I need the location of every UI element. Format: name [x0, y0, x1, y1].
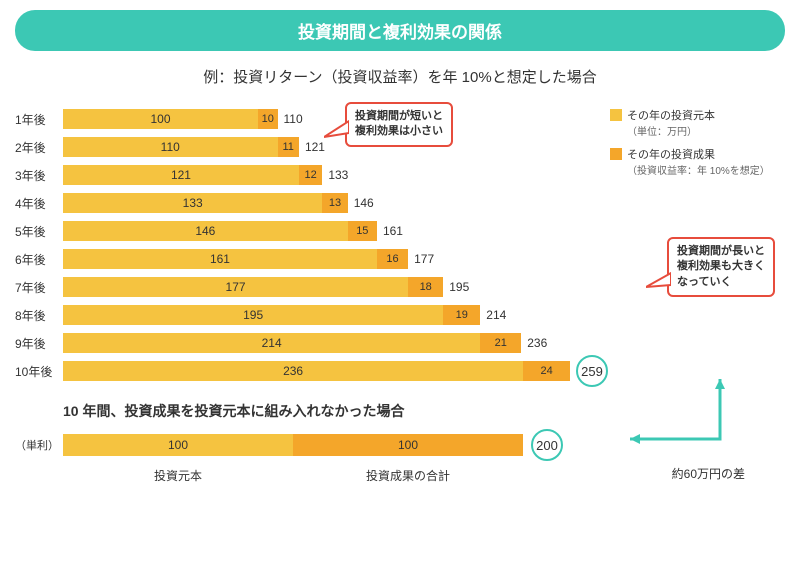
bar-principal: 121 — [63, 165, 299, 185]
bar-group: 16116 177 — [63, 249, 434, 269]
bar-group: 11011 121 — [63, 137, 325, 157]
bar-group: 17718 195 — [63, 277, 469, 297]
callout-pointer-icon — [324, 119, 349, 139]
callout-short: 投資期間が短いと 複利効果は小さい — [345, 102, 453, 147]
caption-return: 投資成果の合計 — [293, 467, 523, 484]
caption-principal: 投資元本 — [63, 467, 293, 484]
simple-interest-title: 10 年間、投資成果を投資元本に組み入れなかった場合 — [63, 401, 785, 421]
callout-line: 投資期間が長いと — [677, 244, 765, 259]
year-label: 2年後 — [15, 139, 63, 156]
year-label: 9年後 — [15, 335, 63, 352]
header-pill: 投資期間と複利効果の関係 — [15, 10, 785, 51]
simple-total: 200 — [531, 429, 563, 461]
simple-interest-row: （単利） 100 100 200 — [15, 429, 785, 461]
bar-principal: 161 — [63, 249, 377, 269]
year-label: 5年後 — [15, 223, 63, 240]
legend-item-return: その年の投資成果 （投資収益率：年 10%を想定） — [610, 146, 785, 177]
chart-row: 5年後14615 161 — [15, 219, 630, 243]
callout-pointer-icon — [646, 269, 671, 289]
bar-group: 13313 146 — [63, 193, 374, 213]
simple-captions: 投資元本 投資成果の合計 — [15, 467, 785, 484]
chart-row: 1年後10010 110 — [15, 107, 630, 131]
callout-line: 複利効果も大きく — [677, 259, 765, 274]
page-title: 投資期間と複利効果の関係 — [298, 23, 502, 42]
legend-swatch-principal — [610, 109, 622, 121]
bar-group: 19519 214 — [63, 305, 506, 325]
simple-bar-return: 100 — [293, 434, 523, 456]
bar-return: 13 — [322, 193, 347, 213]
bar-group: 23624259 — [63, 361, 608, 381]
compound-chart: 1年後100101102年後110111213年後121121334年後1331… — [15, 107, 630, 383]
main-area: 1年後100101102年後110111213年後121121334年後1331… — [15, 107, 785, 484]
legend-item-principal: その年の投資元本 （単位：万円） — [610, 107, 785, 138]
callout-line: 投資期間が短いと — [355, 109, 443, 124]
legend: その年の投資元本 （単位：万円） その年の投資成果 （投資収益率：年 10%を想… — [610, 107, 785, 185]
simple-row-label: （単利） — [15, 437, 63, 453]
total-label: 236 — [527, 336, 547, 350]
bar-principal: 236 — [63, 361, 523, 381]
bar-principal: 100 — [63, 109, 258, 129]
bar-principal: 195 — [63, 305, 443, 325]
year-label: 1年後 — [15, 111, 63, 128]
year-label: 8年後 — [15, 307, 63, 324]
bar-return: 15 — [348, 221, 377, 241]
year-label: 10年後 — [15, 363, 63, 380]
callout-long: 投資期間が長いと 複利効果も大きく なっていく — [667, 237, 775, 297]
year-label: 3年後 — [15, 167, 63, 184]
legend-sub: （単位：万円） — [627, 123, 715, 138]
total-label: 195 — [449, 280, 469, 294]
total-circle: 259 — [576, 355, 608, 387]
simple-total-circle: 200 — [531, 429, 563, 461]
bar-principal: 214 — [63, 333, 480, 353]
simple-bar-principal: 100 — [63, 434, 293, 456]
bar-principal: 133 — [63, 193, 322, 213]
bar-return: 21 — [480, 333, 521, 353]
chart-row: 7年後17718 195 — [15, 275, 630, 299]
bar-group: 14615 161 — [63, 221, 403, 241]
legend-label: その年の投資元本 — [627, 107, 715, 123]
total-label: 110 — [284, 112, 303, 126]
total-label: 214 — [486, 308, 506, 322]
bar-group: 12112 133 — [63, 165, 348, 185]
chart-row: 3年後12112 133 — [15, 163, 630, 187]
bar-return: 24 — [523, 361, 570, 381]
bar-return: 19 — [443, 305, 480, 325]
callout-line: なっていく — [677, 275, 765, 290]
bar-principal: 110 — [63, 137, 278, 157]
bar-return: 10 — [258, 109, 278, 129]
chart-row: 6年後16116 177 — [15, 247, 630, 271]
bar-return: 12 — [299, 165, 322, 185]
chart-row: 8年後19519 214 — [15, 303, 630, 327]
year-label: 6年後 — [15, 251, 63, 268]
year-label: 7年後 — [15, 279, 63, 296]
simple-bar: 100 100 — [63, 434, 523, 456]
bar-return: 18 — [408, 277, 443, 297]
legend-sub: （投資収益率：年 10%を想定） — [627, 162, 770, 177]
total-label: 146 — [354, 196, 374, 210]
chart-row: 4年後13313 146 — [15, 191, 630, 215]
bar-group: 21421 236 — [63, 333, 547, 353]
bar-return: 16 — [377, 249, 408, 269]
bar-group: 10010 110 — [63, 109, 303, 129]
legend-label: その年の投資成果 — [627, 146, 770, 162]
chart-row: 2年後11011 121 — [15, 135, 630, 159]
total-label: 133 — [328, 168, 348, 182]
total-label: 121 — [305, 140, 325, 154]
chart-row: 9年後21421 236 — [15, 331, 630, 355]
total-label: 161 — [383, 224, 403, 238]
chart-row: 10年後23624259 — [15, 359, 630, 383]
callout-line: 複利効果は小さい — [355, 124, 443, 139]
year-label: 4年後 — [15, 195, 63, 212]
total-label: 259 — [576, 355, 608, 387]
bar-principal: 177 — [63, 277, 408, 297]
legend-swatch-return — [610, 148, 622, 160]
bar-principal: 146 — [63, 221, 348, 241]
bar-return: 11 — [278, 137, 299, 157]
diff-note: 約60万円の差 — [672, 465, 745, 482]
total-label: 177 — [414, 252, 434, 266]
subtitle: 例：投資リターン（投資収益率）を年 10%と想定した場合 — [15, 66, 785, 87]
